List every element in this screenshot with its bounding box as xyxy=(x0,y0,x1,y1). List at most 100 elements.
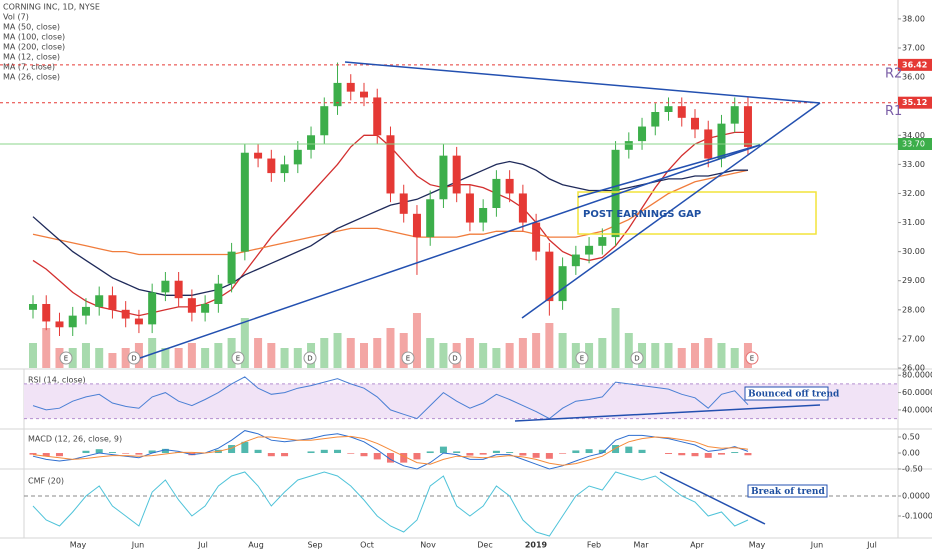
candle-body xyxy=(280,164,289,174)
y-tick-label: 37.00 xyxy=(902,44,925,53)
x-tick-label: Oct xyxy=(360,541,374,550)
candle-body xyxy=(545,251,554,302)
candle-body xyxy=(412,213,421,238)
volume-bar xyxy=(624,333,633,368)
histogram-bar xyxy=(612,445,620,454)
y-tick-label: 32.00 xyxy=(902,189,925,198)
y-tick-label: 36.00 xyxy=(902,73,925,82)
histogram-bar xyxy=(638,449,646,454)
candle-body xyxy=(240,152,249,252)
volume-bar xyxy=(254,338,263,368)
histogram-bar xyxy=(148,450,156,454)
volume-bar xyxy=(585,343,594,368)
volume-bar xyxy=(677,348,686,368)
candle-body xyxy=(267,158,276,174)
histogram-bar xyxy=(241,441,249,454)
volume-bar xyxy=(121,348,130,368)
candle-body xyxy=(148,292,157,325)
candle-body xyxy=(651,112,660,127)
histogram-bar xyxy=(731,452,739,454)
candle-body xyxy=(717,123,726,159)
histogram-bar xyxy=(82,450,90,454)
volume-bar xyxy=(465,338,474,368)
candle-body xyxy=(452,155,461,194)
volume-bar xyxy=(426,338,435,368)
candle-body xyxy=(373,97,382,136)
event-label: D xyxy=(452,355,457,363)
y-tick-label: -0.1000 xyxy=(902,512,932,521)
annotation-box xyxy=(747,484,828,498)
y-tick-label: 40.0000 xyxy=(902,405,932,414)
candle-body xyxy=(293,149,302,165)
volume-bar xyxy=(717,343,726,368)
trendline xyxy=(521,102,821,319)
volume-bar xyxy=(29,343,37,368)
x-tick-label: Feb xyxy=(587,541,601,550)
histogram-bar xyxy=(386,453,394,463)
event-label: D xyxy=(131,355,136,363)
histogram-bar xyxy=(161,448,169,454)
level-label: 36.42 xyxy=(902,60,927,69)
level-tag xyxy=(898,58,932,71)
candle-body xyxy=(95,295,104,307)
histogram-bar xyxy=(532,453,540,458)
histogram-bar xyxy=(307,451,315,454)
y-tick-label: 0.0000 xyxy=(902,492,930,501)
histogram-bar xyxy=(320,449,328,454)
histogram-bar xyxy=(413,453,421,460)
x-tick-label: May xyxy=(70,541,87,550)
level-name: R2 xyxy=(885,66,902,81)
histogram-bar xyxy=(108,452,116,454)
candle-body xyxy=(29,304,37,310)
event-label: E xyxy=(64,355,68,363)
histogram-bar xyxy=(439,446,447,454)
x-tick-label: Aug xyxy=(248,541,264,550)
event-label: E xyxy=(236,355,240,363)
y-tick-label: 26.00 xyxy=(902,364,925,373)
x-tick-label: Jun xyxy=(810,541,824,550)
candle-body xyxy=(174,280,183,299)
y-tick-label: 0.50 xyxy=(902,433,920,442)
legend-item: MA (200, close) xyxy=(3,43,65,52)
histogram-bar xyxy=(55,453,63,457)
histogram-bar xyxy=(704,453,712,458)
histogram-bar xyxy=(453,451,461,454)
trendlines xyxy=(139,61,821,525)
candle-body xyxy=(187,298,196,313)
histogram-bar xyxy=(360,453,368,457)
volume-bar xyxy=(399,333,408,368)
histogram-bar xyxy=(545,453,553,459)
volume-bar xyxy=(704,338,713,368)
histogram-bar xyxy=(373,453,381,460)
candle-body xyxy=(108,295,117,310)
histogram-bar xyxy=(466,453,474,456)
candle-body xyxy=(598,237,607,246)
candle-body xyxy=(426,199,435,238)
histogram-bar xyxy=(559,453,567,454)
volume-bar xyxy=(320,338,329,368)
histogram-bar xyxy=(572,450,580,454)
volume-bar xyxy=(201,348,210,368)
histogram-bar xyxy=(625,446,633,454)
volume-bar xyxy=(571,343,580,368)
last-price-tag xyxy=(898,138,932,150)
volume-bar xyxy=(293,348,302,368)
chart-title: CORNING INC, 1D, NYSE xyxy=(3,3,100,12)
volume-bar xyxy=(479,343,488,368)
volume-bar xyxy=(227,338,236,368)
volume-bar xyxy=(333,333,342,368)
legend-item: MA (7, close) xyxy=(3,63,55,72)
y-tick-label: 27.00 xyxy=(902,334,925,343)
y-tick-label: 0.00 xyxy=(902,449,920,458)
volume-bar xyxy=(651,343,660,368)
trendline xyxy=(659,471,766,525)
volume-bar xyxy=(386,328,395,368)
line xyxy=(32,376,749,420)
candle-body xyxy=(730,106,739,124)
level-name: R1 xyxy=(885,104,902,119)
legend-item: MA (50, close) xyxy=(3,23,60,32)
histogram-bar xyxy=(228,445,236,454)
pane-title: RSI (14, close) xyxy=(28,376,86,385)
